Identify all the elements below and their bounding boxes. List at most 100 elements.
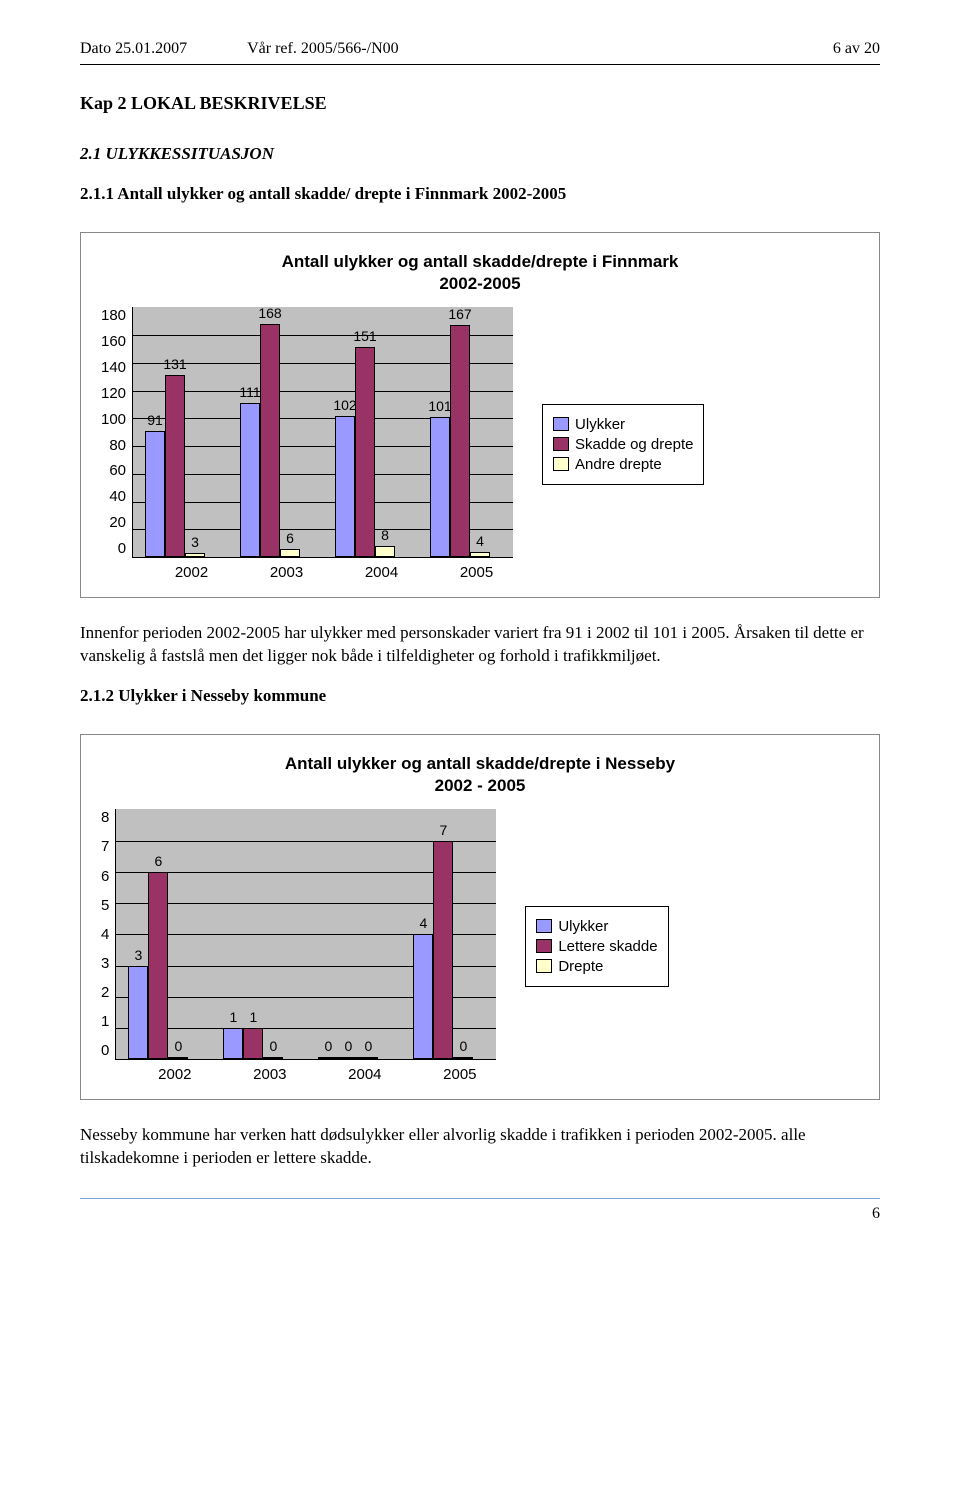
- bar: 91: [145, 431, 165, 557]
- bar-value: 0: [344, 1038, 352, 1054]
- bar-value: 8: [381, 527, 389, 543]
- bar: 101: [430, 417, 450, 557]
- x-tick: 2005: [429, 564, 524, 581]
- chart2-x-axis: 2002200320042005: [115, 1066, 507, 1083]
- bar: 7: [433, 841, 453, 1060]
- bar-value: 6: [154, 853, 162, 869]
- chart1-plot: 911313111168610215181011674: [132, 307, 513, 558]
- bar-value: 0: [269, 1038, 277, 1054]
- swatch-icon: [553, 417, 569, 431]
- bar: 151: [355, 347, 375, 557]
- bar-value: 151: [353, 328, 376, 344]
- y-tick: 4: [101, 926, 109, 943]
- bar-value: 4: [476, 533, 484, 549]
- bar-value: 0: [324, 1038, 332, 1054]
- chart2-title: Antall ulykker og antall skadde/drepte i…: [101, 753, 859, 797]
- bar: 1: [243, 1028, 263, 1059]
- swatch-icon: [536, 919, 552, 933]
- bar-value: 3: [191, 534, 199, 550]
- y-tick: 6: [101, 868, 109, 885]
- chart-nesseby: Antall ulykker og antall skadde/drepte i…: [80, 734, 880, 1100]
- legend-item: Lettere skadde: [536, 938, 657, 955]
- bar-value: 102: [333, 397, 356, 413]
- legend-item: Skadde og drepte: [553, 436, 693, 453]
- x-tick: 2003: [239, 564, 334, 581]
- bar: 102: [335, 416, 355, 558]
- x-tick: 2002: [127, 1066, 222, 1083]
- bar: 0: [453, 1057, 473, 1059]
- header-date: Dato 25.01.2007: [80, 40, 187, 58]
- bar: 167: [450, 325, 470, 557]
- bar: 0: [263, 1057, 283, 1059]
- swatch-icon: [553, 457, 569, 471]
- bar-value: 131: [163, 356, 186, 372]
- y-tick: 60: [109, 462, 126, 479]
- header-page: 6 av 20: [833, 40, 880, 58]
- heading-kap2: Kap 2 LOKAL BESKRIVELSE: [80, 93, 880, 114]
- chart1-y-axis: 180160140120100806040200: [101, 307, 132, 557]
- bar-value: 1: [249, 1009, 257, 1025]
- bar: 4: [470, 552, 490, 558]
- paragraph-1: Innenfor perioden 2002-2005 har ulykker …: [80, 622, 880, 668]
- y-tick: 140: [101, 359, 126, 376]
- bar: 0: [338, 1057, 358, 1059]
- heading-2-1: 2.1 ULYKKESSITUASJON: [80, 144, 880, 164]
- bar: 4: [413, 934, 433, 1059]
- bar-value: 167: [448, 306, 471, 322]
- bar: 0: [168, 1057, 188, 1059]
- bar: 8: [375, 546, 395, 557]
- bar-value: 0: [364, 1038, 372, 1054]
- bar-value: 0: [174, 1038, 182, 1054]
- y-tick: 5: [101, 897, 109, 914]
- x-tick: 2005: [412, 1066, 507, 1083]
- page-footer: 6: [80, 1198, 880, 1223]
- paragraph-2: Nesseby kommune har verken hatt dødsulyk…: [80, 1124, 880, 1170]
- y-tick: 120: [101, 385, 126, 402]
- y-tick: 180: [101, 307, 126, 324]
- bar-value: 3: [134, 947, 142, 963]
- bar-value: 1: [229, 1009, 237, 1025]
- x-tick: 2002: [144, 564, 239, 581]
- y-tick: 0: [101, 1042, 109, 1059]
- bar-value: 101: [428, 398, 451, 414]
- bar-value: 7: [439, 822, 447, 838]
- heading-2-1-2: 2.1.2 Ulykker i Nesseby kommune: [80, 686, 880, 706]
- swatch-icon: [536, 959, 552, 973]
- y-tick: 100: [101, 411, 126, 428]
- header-ref: Vår ref. 2005/566-/N00: [247, 40, 399, 58]
- bar: 0: [358, 1057, 378, 1059]
- bar: 111: [240, 403, 260, 557]
- y-tick: 40: [109, 488, 126, 505]
- swatch-icon: [536, 939, 552, 953]
- y-tick: 1: [101, 1013, 109, 1030]
- bar: 1: [223, 1028, 243, 1059]
- footer-page-number: 6: [872, 1205, 880, 1222]
- chart2-plot: 360110000470: [115, 809, 496, 1060]
- bar: 3: [128, 966, 148, 1060]
- y-tick: 3: [101, 955, 109, 972]
- bar: 6: [280, 549, 300, 557]
- chart2-legend: Ulykker Lettere skadde Drepte: [525, 906, 668, 987]
- chart1-legend: Ulykker Skadde og drepte Andre drepte: [542, 404, 704, 485]
- header-divider: [80, 64, 880, 65]
- chart1-x-axis: 2002200320042005: [132, 564, 524, 581]
- bar: 0: [318, 1057, 338, 1059]
- y-tick: 7: [101, 838, 109, 855]
- y-tick: 8: [101, 809, 109, 826]
- x-tick: 2004: [334, 564, 429, 581]
- page-header: Dato 25.01.2007 Vår ref. 2005/566-/N00 6…: [80, 40, 880, 58]
- bar: 131: [165, 375, 185, 557]
- y-tick: 0: [118, 540, 126, 557]
- bar-value: 168: [258, 305, 281, 321]
- swatch-icon: [553, 437, 569, 451]
- x-tick: 2003: [222, 1066, 317, 1083]
- bar: 3: [185, 553, 205, 557]
- bar-value: 4: [419, 915, 427, 931]
- chart-finnmark: Antall ulykker og antall skadde/drepte i…: [80, 232, 880, 598]
- y-tick: 160: [101, 333, 126, 350]
- legend-item: Andre drepte: [553, 456, 693, 473]
- legend-item: Ulykker: [536, 918, 657, 935]
- bar-value: 111: [239, 384, 260, 400]
- legend-item: Ulykker: [553, 416, 693, 433]
- y-tick: 20: [109, 514, 126, 531]
